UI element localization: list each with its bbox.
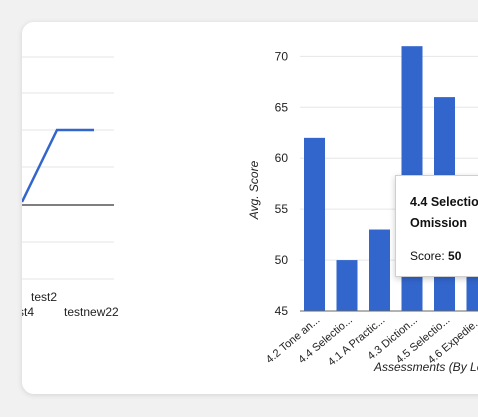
- y-tick-label: 60: [275, 151, 289, 165]
- y-tick-label: 55: [275, 202, 289, 216]
- left-chart: test2 st4 testnew22: [22, 56, 119, 319]
- y-tick-label: 65: [275, 100, 289, 114]
- bar[interactable]: [466, 260, 478, 311]
- x-tick-label: 4.2 Tone an...: [264, 314, 323, 366]
- left-xtick-testnew22: testnew22: [64, 305, 119, 319]
- tooltip-title-line1: 4.4 Selection a: [410, 195, 478, 209]
- x-tick-label: 4.6 Expedie...: [426, 314, 478, 366]
- tooltip-title-line2: Omission: [410, 216, 467, 230]
- left-xtick-test2: test2: [31, 290, 57, 304]
- tooltip-score-label: Score:: [410, 249, 449, 263]
- charts-canvas: test2 st4 testnew22 45 50 55 60 65 70 4.2 Ton…: [22, 46, 478, 374]
- y-tick-label: 50: [275, 253, 289, 267]
- y-tick-label: 70: [275, 49, 289, 63]
- left-series-line[interactable]: [22, 128, 94, 203]
- tooltip-title: 4.4 Selection a Omission: [410, 192, 478, 234]
- x-axis-label: Assessments (By Lesson): [373, 360, 478, 374]
- bar[interactable]: [336, 260, 358, 311]
- bar-tooltip: 4.4 Selection a Omission Score: 50: [395, 175, 478, 277]
- bar[interactable]: [304, 137, 325, 311]
- y-tick-label: 45: [275, 304, 289, 318]
- tooltip-score: Score: 50: [410, 249, 461, 263]
- tooltip-score-value: 50: [448, 249, 462, 263]
- bar[interactable]: [369, 229, 390, 311]
- left-xtick-st4: st4: [22, 305, 34, 319]
- dashboard-card: test2 st4 testnew22 45 50 55 60 65 70 4.2 Ton…: [22, 22, 478, 394]
- y-axis-label: Avg. Score: [247, 160, 261, 220]
